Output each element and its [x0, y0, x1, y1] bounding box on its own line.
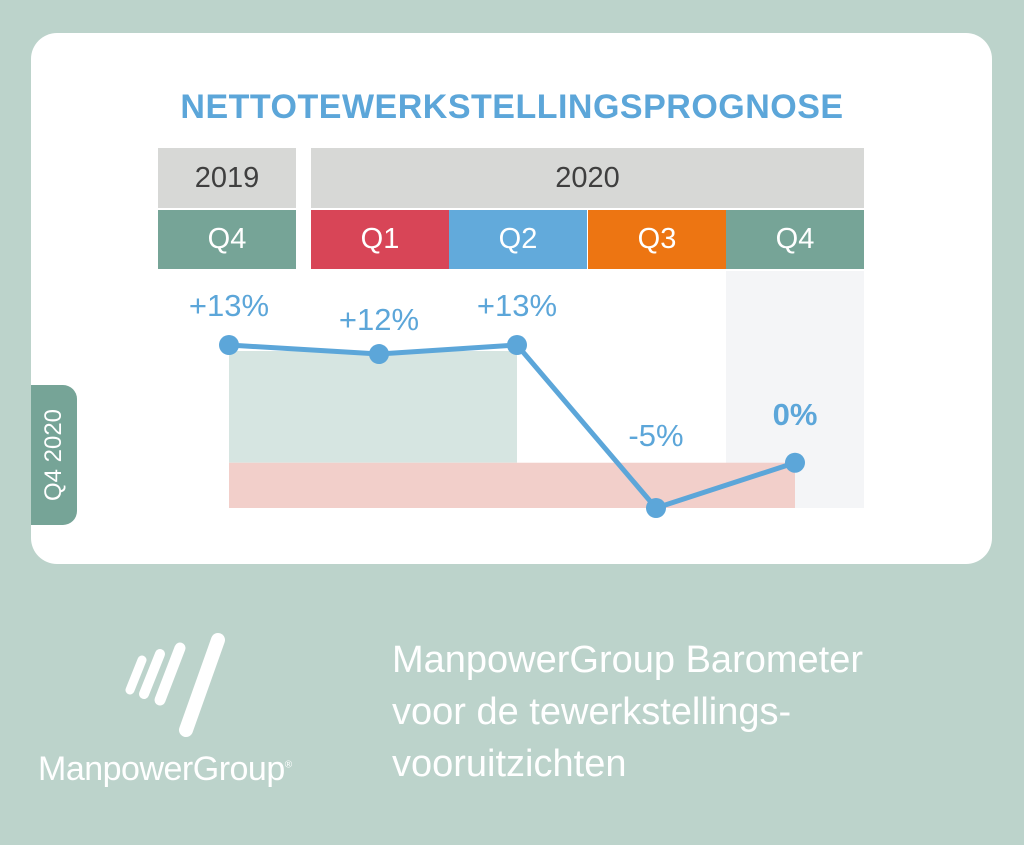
quarter-header-q2-2020: Q2 [449, 210, 587, 269]
quarter-header-q4-2019: Q4 [158, 210, 296, 269]
data-point [507, 335, 527, 355]
data-point [785, 452, 805, 473]
year-header-2020: 2020 [311, 148, 864, 208]
data-label: +13% [189, 288, 269, 323]
manpowergroup-logo-icon [125, 633, 225, 737]
negative-zone-band [229, 462, 795, 508]
data-label: +13% [477, 288, 557, 323]
quarter-header-q4-2020: Q4 [726, 210, 864, 269]
year-header-2019: 2019 [158, 148, 296, 208]
data-label: +12% [339, 302, 419, 337]
data-label: 0% [773, 397, 818, 432]
data-label: -5% [628, 418, 683, 453]
positive-zone-band [229, 351, 517, 463]
tagline-line-1: ManpowerGroup Barometer [392, 639, 863, 681]
brand-name: ManpowerGroup® [38, 750, 292, 788]
tagline-line-3: vooruitzichten [392, 743, 627, 785]
tagline: ManpowerGroup Barometer voor de tewerkst… [392, 634, 1002, 790]
data-point [219, 335, 239, 355]
data-point [369, 344, 389, 365]
chart-title: NETTOTEWERKSTELLINGSPROGNOSE [180, 88, 844, 126]
quarter-header-q3-2020: Q3 [588, 210, 726, 269]
quarter-header-q1-2020: Q1 [311, 210, 449, 269]
data-point [646, 498, 666, 518]
side-tab: Q4 2020 [31, 385, 77, 525]
tagline-line-2: voor de tewerkstellings- [392, 691, 792, 733]
side-tab-label: Q4 2020 [40, 408, 67, 502]
